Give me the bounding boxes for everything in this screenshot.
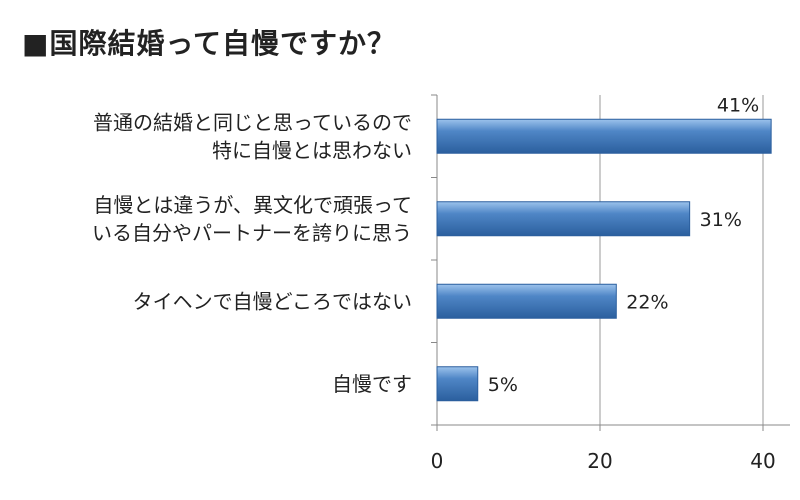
value-label-3: 5% <box>488 374 518 396</box>
category-label-1-0: 自慢とは違うが、異文化で頑張って <box>93 193 412 217</box>
value-label-0: 41% <box>717 94 759 116</box>
category-label-2-0: タイヘンで自慢どころではない <box>133 289 412 313</box>
bar-0 <box>436 118 772 154</box>
category-label-0-1: 特に自慢とは思わない <box>212 138 412 162</box>
x-tick-label-40: 40 <box>750 449 775 473</box>
x-tick-label-20: 20 <box>587 449 612 473</box>
value-label-2: 22% <box>626 291 668 313</box>
bar-2 <box>436 283 617 319</box>
bars <box>436 118 772 402</box>
category-label-0-0: 普通の結婚と同じと思っているので <box>93 110 412 134</box>
x-tick-label-0: 0 <box>431 449 444 473</box>
value-label-1: 31% <box>700 209 742 231</box>
bar-1 <box>436 201 691 237</box>
category-label-1-1: いる自分やパートナーを誇りに思う <box>92 221 412 245</box>
bar-3 <box>436 366 479 402</box>
category-label-3-0: 自慢です <box>332 372 412 396</box>
chart-title: ■国際結婚って自慢ですか？ <box>22 27 397 60</box>
